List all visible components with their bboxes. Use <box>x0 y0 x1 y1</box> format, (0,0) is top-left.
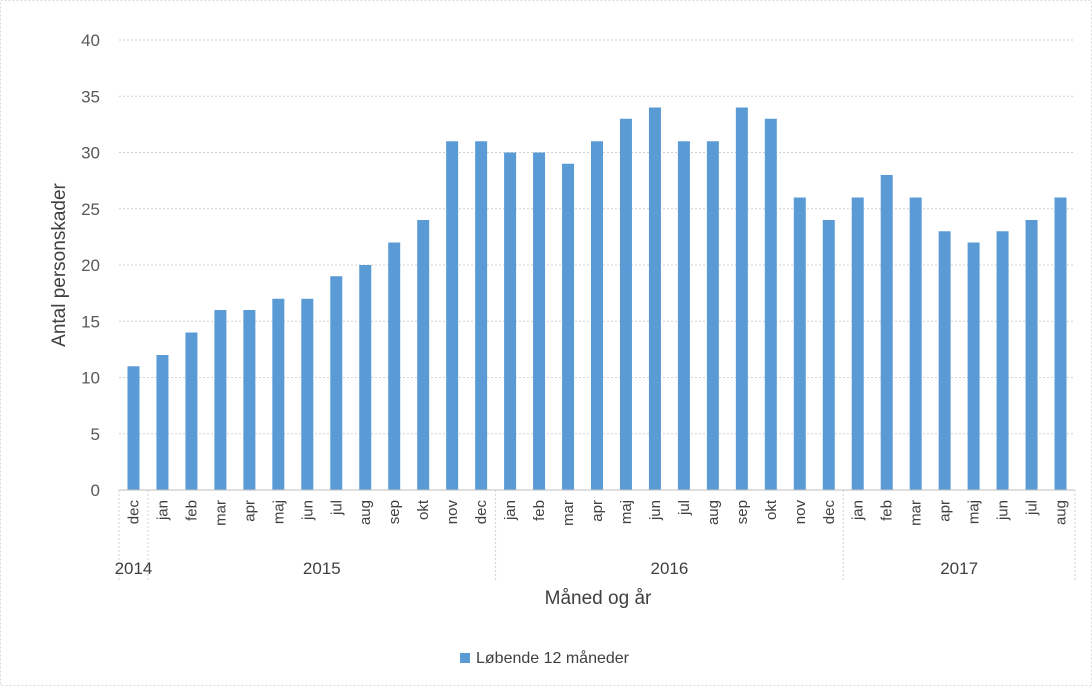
x-tick-label: nov <box>444 500 461 525</box>
y-tick-label: 0 <box>91 481 100 500</box>
legend-swatch <box>460 653 470 663</box>
x-tick-label: jul <box>328 500 345 516</box>
bar-8 <box>359 265 372 490</box>
y-tick-label: 30 <box>81 144 100 163</box>
bar-29 <box>967 242 980 490</box>
x-tick-label: dec <box>473 500 490 525</box>
x-tick-label: feb <box>183 500 200 521</box>
x-tick-label: okt <box>415 499 432 520</box>
x-tick-label: feb <box>879 500 896 521</box>
x-tick-label: jan <box>850 500 867 521</box>
x-tick-label: jun <box>995 500 1012 521</box>
y-tick-label: 35 <box>81 87 100 106</box>
bar-4 <box>243 310 256 490</box>
bar-27 <box>909 197 922 490</box>
bar-18 <box>648 107 661 490</box>
y-axis-ticks: 0 5 10 15 20 25 30 35 40 <box>81 31 100 500</box>
bar-14 <box>533 152 546 490</box>
x-year-label: 2016 <box>651 559 689 578</box>
x-tick-label: dec <box>821 500 838 525</box>
x-tick-label: feb <box>531 500 548 521</box>
x-tick-label: aug <box>357 500 374 525</box>
bar-13 <box>504 152 517 490</box>
legend-label: Løbende 12 måneder <box>476 649 630 667</box>
bar-20 <box>706 141 719 490</box>
bar-24 <box>822 220 835 490</box>
x-tick-label: aug <box>1053 500 1070 525</box>
x-axis: dec jan feb mar apr maj jun jul aug sep okt nov dec j… <box>115 489 1076 580</box>
bar-19 <box>677 141 690 490</box>
x-tick-label: jun <box>299 500 316 521</box>
bar-32 <box>1054 197 1067 490</box>
x-tick-label: maj <box>270 500 287 524</box>
x-tick-label: aug <box>705 500 722 525</box>
bar-30 <box>996 231 1009 490</box>
bar-11 <box>446 141 459 490</box>
x-year-label: 2017 <box>940 559 978 578</box>
bar-31 <box>1025 220 1038 490</box>
y-axis-title: Antal personskader <box>49 182 70 346</box>
bar-12 <box>475 141 488 490</box>
bar-15 <box>562 163 575 490</box>
x-tick-label: dec <box>125 500 142 525</box>
bar-6 <box>301 298 314 490</box>
bar-17 <box>619 118 632 490</box>
x-tick-label: okt <box>763 499 780 520</box>
x-tick-label: nov <box>792 500 809 525</box>
x-tick-label: apr <box>241 500 258 522</box>
y-tick-label: 15 <box>81 312 100 331</box>
x-tick-label: sep <box>386 500 403 524</box>
y-tick-label: 25 <box>81 200 100 219</box>
y-tick-label: 5 <box>91 425 100 444</box>
x-tick-label: jan <box>154 500 171 521</box>
x-tick-label: maj <box>618 500 635 524</box>
x-tick-label: apr <box>937 500 954 522</box>
bar-1 <box>156 355 169 490</box>
bar-3 <box>214 310 227 490</box>
x-tick-label: mar <box>908 500 925 526</box>
bar-23 <box>793 197 806 490</box>
x-year-label: 2014 <box>115 559 153 578</box>
y-tick-label: 20 <box>81 256 100 275</box>
x-tick-label: apr <box>589 500 606 522</box>
bar-5 <box>272 298 285 490</box>
bar-16 <box>591 141 603 490</box>
x-tick-label: maj <box>966 500 983 524</box>
bar-22 <box>764 118 777 490</box>
bar-10 <box>417 220 430 490</box>
bar-2 <box>185 332 198 490</box>
y-tick-label: 10 <box>81 369 100 388</box>
bar-25 <box>851 197 864 490</box>
bars <box>127 107 1067 490</box>
x-tick-label: mar <box>560 500 577 526</box>
bar-28 <box>938 231 951 490</box>
bar-9 <box>388 242 401 490</box>
x-tick-label: jul <box>1024 500 1041 516</box>
x-tick-label: jul <box>676 500 693 516</box>
bar-7 <box>330 276 343 490</box>
x-axis-title: Måned og år <box>545 588 652 609</box>
x-tick-label: sep <box>734 500 751 524</box>
x-tick-label: jun <box>647 500 664 521</box>
legend: Løbende 12 måneder <box>460 649 630 667</box>
x-year-label: 2015 <box>303 559 341 578</box>
x-tick-label: mar <box>212 500 229 526</box>
bar-26 <box>880 175 893 490</box>
bar-0 <box>127 366 140 490</box>
x-tick-label: jan <box>502 500 519 521</box>
bar-21 <box>735 107 748 490</box>
y-tick-label: 40 <box>81 31 100 50</box>
